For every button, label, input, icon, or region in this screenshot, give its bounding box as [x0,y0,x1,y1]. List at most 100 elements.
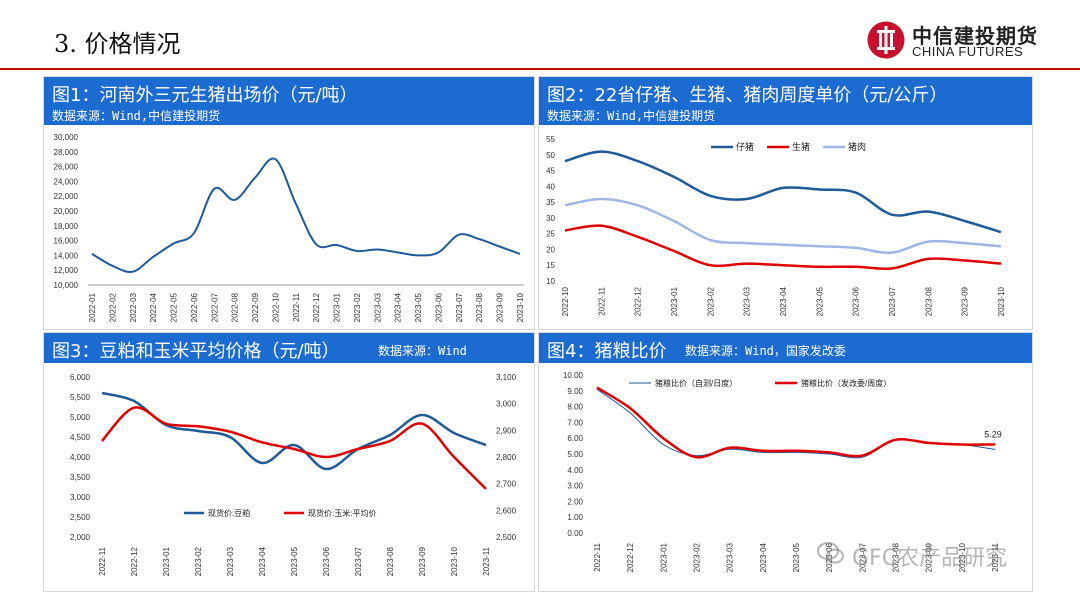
logo-mark-icon [867,21,905,59]
fig4-chart: 10.00 9.00 8.00 7.00 6.00 5.00 4.00 3.00 2.00 1.0… [563,371,1002,572]
fig4-xtick: 2023-06 [825,542,834,572]
fig1-chart: 30,000 28,000 26,000 24,000 22,000 20,000 18,0… [54,133,525,322]
fig2-xtick: 2023-02 [706,286,715,316]
fig2-ytick: 20 [546,245,555,254]
fig3-series-line [101,391,487,471]
fig3-xtick: 2023-06 [322,546,331,576]
fig1-ytick: 28,000 [54,148,79,157]
fig4-ytick: 4.00 [567,466,583,475]
fig2-ytick: 10 [546,277,555,286]
fig1-xtick: 2022-09 [251,292,260,322]
fig4-xtick: 2023-05 [792,542,801,572]
logo: 中信建投期货 CHINA FUTURES [866,20,1056,62]
fig1-xtick: 2023-07 [455,292,464,322]
page-title: 3. 价格情况 [54,30,181,58]
fig3-xtick: 2023-05 [290,546,299,576]
panel-fig3: 图3：豆粕和玉米平均价格（元/吨） 数据来源：Wind 6,000 5,500 5,… [43,332,535,592]
panel-fig4-header: 图4：猪粮比价 数据来源：Wind，国家发改委 [539,333,1032,363]
fig3-xtick: 2023-10 [450,546,459,576]
fig4-ytick: 8.00 [567,403,583,412]
watermark: GFC农产品研究 [852,546,1008,571]
fig3-left-ytick: 3,500 [70,473,91,482]
fig3-xtick: 2023-07 [354,546,363,576]
fig2-series-line [564,150,1002,234]
fig3-xtick: 2022-12 [130,546,139,576]
wechat-icon [817,542,844,564]
fig3-xtick: 2023-03 [226,546,235,576]
fig1-source: 数据来源：Wind,中信建投期货 [52,109,221,123]
fig3-left-ytick: 4,500 [70,433,91,442]
fig2-xtick: 2022-11 [597,286,606,315]
fig1-xtick: 2023-04 [394,292,403,322]
fig2-source: 数据来源：Wind,中信建投期货 [547,109,716,123]
fig3-right-ytick: 2,600 [496,506,517,515]
fig3-right-ytick: 3,000 [496,400,517,409]
fig4-title: 图4：猪粮比价 [547,341,667,362]
fig3-left-ytick: 2,500 [70,513,91,522]
fig4-series-line [596,386,996,459]
fig1-ytick: 20,000 [54,207,79,216]
fig1-xtick: 2022-12 [312,292,321,322]
fig4-ytick: 1.00 [567,513,583,522]
fig3-title: 图3：豆粕和玉米平均价格（元/吨） [52,341,340,362]
fig2-xtick: 2023-05 [815,286,824,316]
fig3-xtick: 2023-01 [162,546,171,576]
fig4-series-line [596,388,996,459]
fig2-ytick: 30 [546,214,555,223]
fig1-xtick: 2022-06 [190,292,199,322]
fig3-chart: 6,000 5,500 5,000 4,500 4,000 3,500 3,000 2,500… [70,373,517,576]
header-divider [0,68,1080,70]
fig1-xtick: 2023-10 [516,292,525,322]
fig1-xtick: 2022-05 [170,292,179,322]
fig2-xtick: 2022-10 [561,286,570,316]
fig2-xtick: 2023-04 [779,286,788,316]
fig4-legend-label: 猪粮比价（发改委/周度） [801,378,891,388]
logo-english-name: CHINA FUTURES [912,44,1024,59]
fig1-ytick: 24,000 [54,177,79,186]
fig3-xtick: 2023-04 [258,546,267,576]
fig1-series-line [91,157,521,273]
fig4-ytick: 5.00 [567,450,583,459]
fig4-xtick: 2023-10 [958,542,967,572]
fig1-ytick: 10,000 [54,281,79,290]
fig2-ytick: 15 [546,261,555,270]
fig2-series-line [564,197,1002,255]
fig1-ytick: 12,000 [54,266,79,275]
fig4-xtick: 2023-01 [659,542,668,572]
fig2-chart: 55 50 45 40 35 30 25 20 15 10 2022-10 2022-11 2022-1… [546,135,1006,316]
fig1-xtick: 2022-02 [108,292,117,322]
fig3-left-ytick: 4,000 [70,453,91,462]
fig2-ytick: 45 [546,167,555,176]
fig4-legend-label: 猪粮比价（自测/日度） [655,378,737,388]
fig4-xtick: 2023-03 [726,542,735,572]
fig1-ytick: 22,000 [54,192,79,201]
panel-fig1-header: 图1：河南外三元生猪出场价（元/吨） 数据来源：Wind,中信建投期货 [44,77,534,125]
logo-chinese-name: 中信建投期货 [912,24,1038,48]
fig3-series-line [101,406,487,490]
fig1-xtick: 2023-03 [373,292,382,322]
fig3-right-ytick: 3,100 [496,373,517,382]
fig4-xtick: 2023-02 [693,542,702,572]
fig1-xtick: 2023-01 [333,292,342,322]
fig3-xtick: 2022-11 [98,546,107,575]
fig4-xtick: 2022-11 [593,542,602,571]
panel-fig2-header: 图2：22省仔猪、生猪、猪肉周度单价（元/公斤） 数据来源：Wind,中信建投期… [539,77,1032,125]
fig1-xtick: 2023-08 [475,292,484,322]
fig4-annotation-label: 5.29 [984,429,1002,439]
fig2-legend-label: 生猪 [792,141,810,152]
fig4-xtick: 2022-12 [626,542,635,572]
fig1-xtick: 2023-09 [496,292,505,322]
fig2-legend-label: 仔猪 [736,141,754,152]
fig4-ytick: 7.00 [567,418,583,427]
fig3-right-ytick: 2,700 [496,480,517,489]
fig4-ytick: 0.00 [567,529,583,538]
fig2-ytick: 50 [546,151,555,160]
fig3-legend-label: 现货价:玉米:平均价 [308,508,376,518]
fig4-ytick: 3.00 [567,482,583,491]
fig4-ytick: 2.00 [567,497,583,506]
panel-fig2: 图2：22省仔猪、生猪、猪肉周度单价（元/公斤） 数据来源：Wind,中信建投期… [538,76,1033,330]
fig3-xtick: 2023-08 [386,546,395,576]
fig3-right-ytick: 2,500 [496,533,517,542]
fig1-xtick: 2022-11 [292,292,301,321]
fig1-xtick: 2022-10 [271,292,280,322]
